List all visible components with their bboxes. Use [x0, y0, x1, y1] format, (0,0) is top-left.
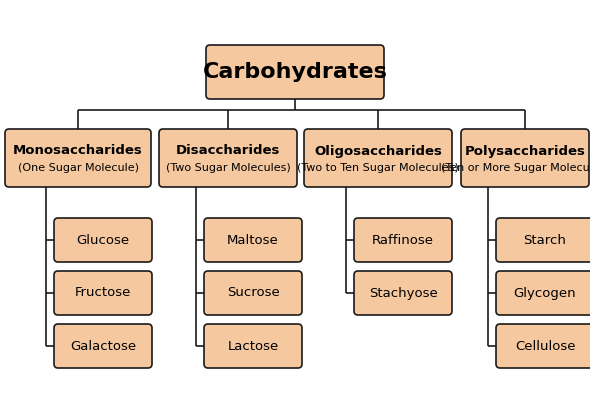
Text: Fructose: Fructose [75, 286, 131, 300]
Text: Polysaccharides: Polysaccharides [464, 144, 585, 158]
Text: Lactose: Lactose [227, 340, 278, 352]
FancyBboxPatch shape [496, 218, 590, 262]
FancyBboxPatch shape [354, 271, 452, 315]
Text: Monosaccharides: Monosaccharides [13, 144, 143, 158]
Text: Sucrose: Sucrose [227, 286, 280, 300]
Text: Starch: Starch [523, 234, 566, 246]
Text: Glycogen: Glycogen [514, 286, 576, 300]
FancyBboxPatch shape [496, 324, 590, 368]
FancyBboxPatch shape [204, 271, 302, 315]
FancyBboxPatch shape [54, 218, 152, 262]
FancyBboxPatch shape [204, 324, 302, 368]
Text: (One Sugar Molecule): (One Sugar Molecule) [18, 163, 139, 173]
FancyBboxPatch shape [354, 218, 452, 262]
FancyBboxPatch shape [206, 45, 384, 99]
FancyBboxPatch shape [159, 129, 297, 187]
FancyBboxPatch shape [54, 324, 152, 368]
Text: Galactose: Galactose [70, 340, 136, 352]
Text: Stachyose: Stachyose [369, 286, 437, 300]
FancyBboxPatch shape [54, 271, 152, 315]
FancyBboxPatch shape [496, 271, 590, 315]
FancyBboxPatch shape [204, 218, 302, 262]
Text: Oligosaccharides: Oligosaccharides [314, 144, 442, 158]
Text: Glucose: Glucose [77, 234, 130, 246]
FancyBboxPatch shape [461, 129, 589, 187]
Text: Cellulose: Cellulose [514, 340, 575, 352]
FancyBboxPatch shape [304, 129, 452, 187]
Text: Carbohydrates: Carbohydrates [202, 62, 388, 82]
FancyBboxPatch shape [5, 129, 151, 187]
Text: (Two Sugar Molecules): (Two Sugar Molecules) [166, 163, 290, 173]
Text: Disaccharides: Disaccharides [176, 144, 280, 158]
Text: (Ten or More Sugar Molecules): (Ten or More Sugar Molecules) [441, 163, 590, 173]
Text: Raffinose: Raffinose [372, 234, 434, 246]
Text: Maltose: Maltose [227, 234, 279, 246]
Text: (Two to Ten Sugar Molecules): (Two to Ten Sugar Molecules) [297, 163, 459, 173]
